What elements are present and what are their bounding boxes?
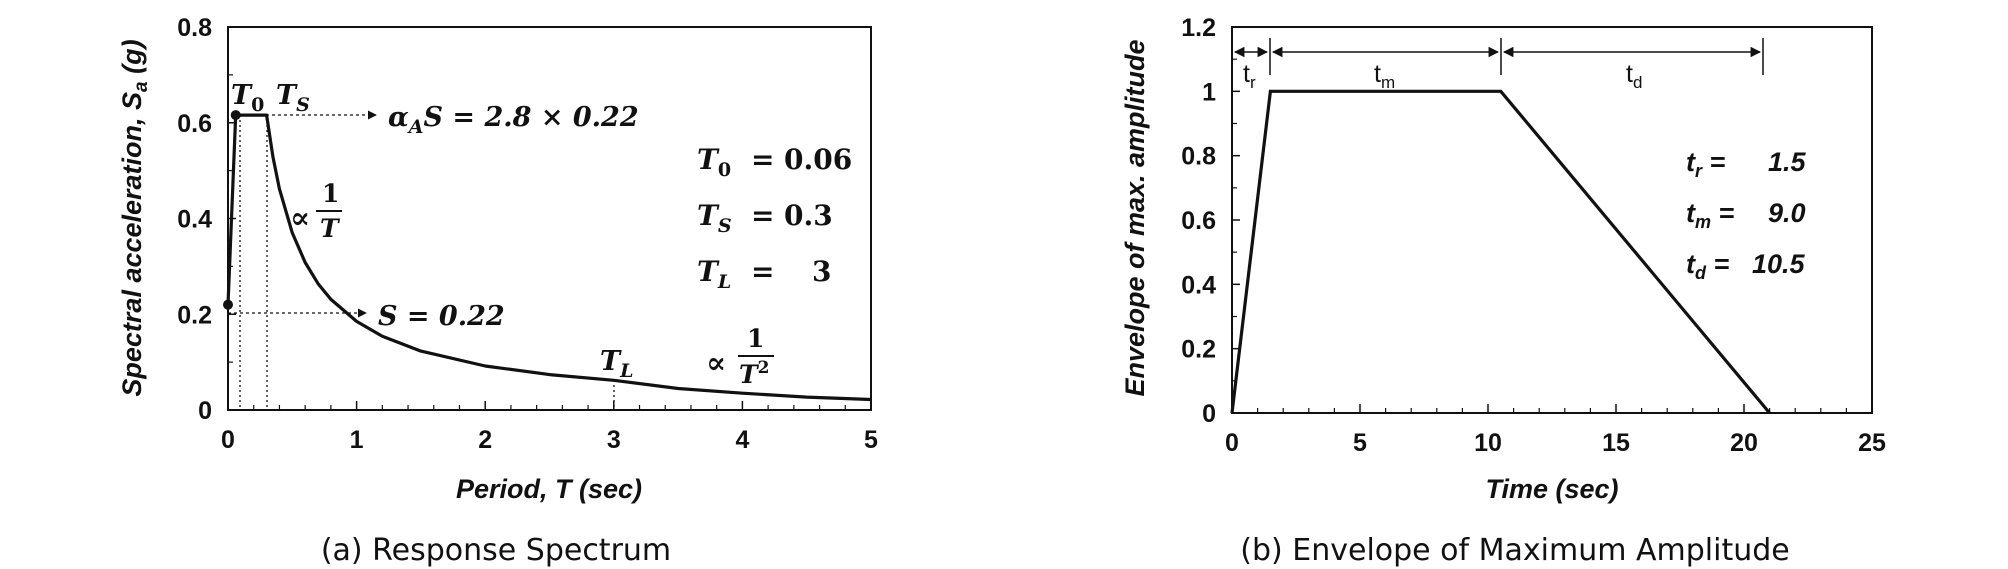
y-tick-label: 0.6 (1181, 207, 1216, 235)
param-tr: tr = 1.5 (1686, 147, 1807, 181)
x-tick-label: 2 (478, 426, 492, 454)
chart-a-x-axis-label: Period, T (sec) (456, 474, 642, 504)
y-tick-label: 0.4 (177, 206, 212, 234)
base-s-label: S = 0.22 (378, 301, 505, 332)
chart-a-parameter-list: T0 = 0.06 TS = 0.3 TL = 3 (697, 143, 852, 293)
param-ts: TS = 0.3 (697, 199, 833, 237)
y-tick-label: 0 (198, 397, 212, 425)
proportional-1-over-t2: ∝ 1 T2 (706, 324, 774, 389)
chart-a-x-ticks: 0 1 2 3 4 5 (221, 401, 878, 454)
data-point-marker (223, 299, 233, 310)
x-tick-label: 10 (1474, 429, 1502, 457)
chart-b-x-axis-label: Time (sec) (1485, 474, 1618, 504)
response-spectrum-chart: 0 0.2 0.4 0.6 0.8 0 1 2 3 4 5 T0 TS αAS = 2.8 × 0… (117, 14, 878, 568)
y-tick-label: 0 (1202, 400, 1216, 428)
y-tick-label: 0.8 (177, 14, 212, 42)
ts-label: TS (276, 80, 310, 116)
chart-a-caption: (a) Response Spectrum (321, 533, 671, 568)
x-tick-label: 5 (864, 426, 878, 454)
y-tick-label: 0.8 (1181, 143, 1216, 171)
chart-b-y-ticks: 0 0.2 0.4 0.6 0.8 1 1.2 (1181, 14, 1240, 428)
proportional-1-over-t: ∝ 1 T (290, 179, 342, 243)
x-tick-label: 3 (607, 426, 621, 454)
svg-text:∝: ∝ (290, 201, 310, 236)
param-t0: T0 = 0.06 (697, 143, 852, 181)
y-tick-label: 0.2 (177, 301, 212, 329)
y-tick-label: 0.2 (1181, 336, 1216, 364)
y-tick-label: 0.4 (1181, 271, 1216, 299)
chart-a-y-ticks: 0 0.2 0.4 0.6 0.8 (177, 14, 236, 425)
y-tick-label: 1.2 (1181, 14, 1216, 42)
y-tick-label: 0.6 (177, 110, 212, 138)
tl-label: TL (600, 346, 633, 382)
envelope-chart: 0 0.2 0.4 0.6 0.8 1 1.2 0 5 10 15 20 25 tr tm td tr… (1120, 14, 1886, 568)
param-td: td = 10.5 (1686, 249, 1806, 283)
td-label: td (1626, 60, 1642, 92)
chart-a-y-axis-label: Spectral acceleration, Sa (g) (117, 39, 152, 396)
chart-b-x-ticks: 0 5 10 15 20 25 (1225, 404, 1886, 457)
param-tm: tm = 9.0 (1686, 198, 1806, 232)
plateau-label: αAS = 2.8 × 0.22 (388, 102, 639, 138)
spectrum-curve (226, 113, 872, 402)
chart-b-y-axis-label: Envelope of max. amplitude (1120, 39, 1150, 396)
x-tick-label: 5 (1353, 429, 1367, 457)
chart-a-markers (223, 110, 241, 310)
x-tick-label: 0 (221, 426, 235, 454)
chart-b-parameter-list: tr = 1.5 tm = 9.0 td = 10.5 (1686, 147, 1807, 283)
svg-text:T: T (320, 214, 341, 243)
tr-label: tr (1243, 60, 1256, 92)
x-tick-label: 0 (1225, 429, 1239, 457)
x-tick-label: 1 (350, 426, 364, 454)
x-tick-label: 20 (1730, 429, 1758, 457)
x-tick-label: 25 (1858, 429, 1886, 457)
t0-label: T0 (231, 80, 264, 116)
tm-label: tm (1374, 60, 1395, 92)
svg-text:1: 1 (747, 324, 764, 353)
envelope-curve (1230, 89, 1771, 415)
svg-text:1: 1 (322, 179, 339, 208)
data-point-marker (230, 110, 241, 121)
svg-text:∝: ∝ (706, 346, 726, 381)
chart-b-caption: (b) Envelope of Maximum Amplitude (1240, 533, 1789, 568)
x-tick-label: 15 (1602, 429, 1630, 457)
svg-text:T2: T2 (739, 358, 769, 389)
x-tick-label: 4 (735, 426, 749, 454)
y-tick-label: 1 (1202, 78, 1216, 106)
param-tl: TL = 3 (697, 255, 831, 293)
